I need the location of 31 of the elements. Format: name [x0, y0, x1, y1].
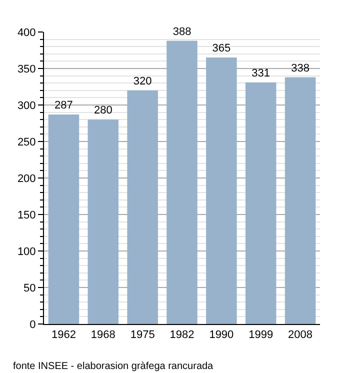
y-tick-label: 50	[24, 282, 36, 294]
source-note: fonte INSEE - elaborasion gràfega rancurada	[13, 361, 214, 372]
y-tick-label: 350	[17, 63, 36, 76]
y-tick-label: 400	[17, 26, 36, 39]
bar	[206, 58, 237, 324]
data-label: 280	[94, 104, 112, 117]
bar	[88, 120, 119, 324]
y-tick-label: 100	[17, 246, 36, 258]
x-tick-label: 1982	[170, 329, 194, 342]
y-tick-label: 0	[30, 318, 36, 331]
data-label: 320	[133, 75, 152, 88]
x-tick-label: 1968	[90, 329, 116, 342]
x-tick-label: 1990	[209, 329, 234, 342]
data-label: 331	[252, 67, 270, 80]
data-label: 338	[291, 62, 310, 74]
bar	[284, 77, 316, 324]
data-label: 287	[54, 99, 73, 112]
data-label: 388	[172, 26, 192, 38]
y-tick-label: 150	[17, 209, 36, 222]
y-tick-label: 200	[17, 172, 36, 185]
y-tick-label: 250	[17, 136, 36, 148]
x-tick-label: 1962	[51, 329, 76, 342]
x-tick-label: 1975	[130, 329, 155, 342]
bar	[127, 90, 158, 324]
x-tick-label: 2008	[288, 329, 313, 342]
bar	[166, 40, 198, 324]
y-tick-label: 300	[17, 100, 36, 112]
bar	[48, 114, 80, 324]
data-label: 365	[212, 42, 231, 55]
x-tick-label: 1999	[248, 329, 274, 342]
bar	[245, 82, 276, 324]
